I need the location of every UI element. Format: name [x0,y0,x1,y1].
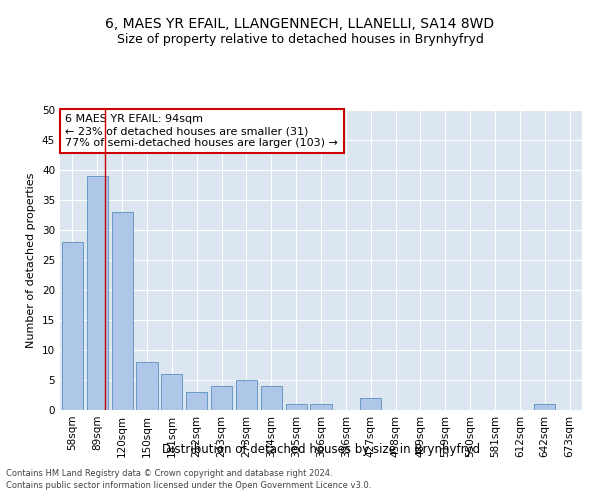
Bar [211,386,232,410]
Text: 6, MAES YR EFAIL, LLANGENNECH, LLANELLI, SA14 8WD: 6, MAES YR EFAIL, LLANGENNECH, LLANELLI,… [106,18,494,32]
Text: Contains public sector information licensed under the Open Government Licence v3: Contains public sector information licen… [6,481,371,490]
Text: 6 MAES YR EFAIL: 94sqm
← 23% of detached houses are smaller (31)
77% of semi-det: 6 MAES YR EFAIL: 94sqm ← 23% of detached… [65,114,338,148]
Bar [534,404,555,410]
Text: Size of property relative to detached houses in Brynhyfryd: Size of property relative to detached ho… [116,32,484,46]
Bar [136,362,158,410]
Bar [62,242,83,410]
Bar [310,404,332,410]
Text: Contains HM Land Registry data © Crown copyright and database right 2024.: Contains HM Land Registry data © Crown c… [6,468,332,477]
Text: Distribution of detached houses by size in Brynhyfryd: Distribution of detached houses by size … [162,442,480,456]
Bar [112,212,133,410]
Bar [261,386,282,410]
Y-axis label: Number of detached properties: Number of detached properties [26,172,37,348]
Bar [186,392,207,410]
Bar [360,398,381,410]
Bar [161,374,182,410]
Bar [236,380,257,410]
Bar [87,176,108,410]
Bar [286,404,307,410]
